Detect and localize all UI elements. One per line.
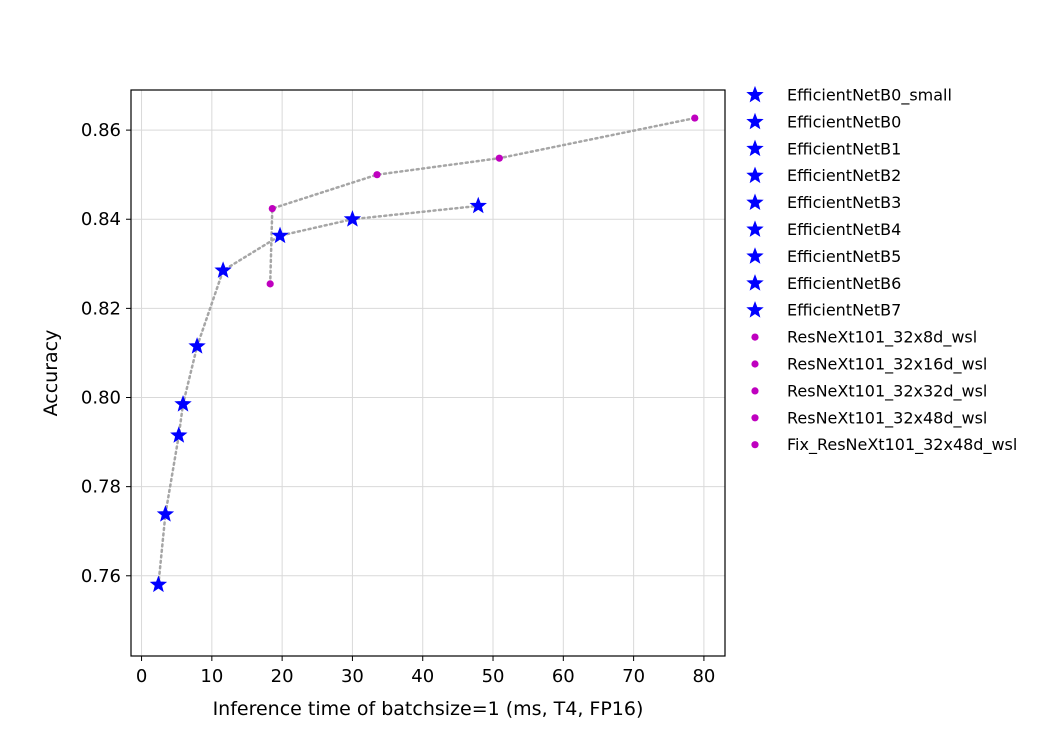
point-efficientnetb1 [170,426,188,443]
point-fix-resnext101-32x48d-wsl [691,114,699,122]
legend-label: Fix_ResNeXt101_32x48d_wsl [787,435,1017,455]
point-efficientnetb5 [271,226,289,244]
x-tick-label: 10 [200,666,223,687]
point-resnext101-32x48d-wsl [495,154,503,162]
point-efficientnetb6 [343,210,362,227]
x-tick-label: 0 [136,666,147,687]
legend-label: EfficientNetB5 [787,247,901,266]
legend-label: EfficientNetB0 [787,112,901,131]
legend-entry-resnext101-32x16d-wsl: ResNeXt101_32x16d_wsl [751,355,987,375]
y-tick-label: 0.78 [81,477,121,498]
legend: EfficientNetB0_small EfficientNetB0 Effici… [746,85,1017,455]
legend-label: ResNeXt101_32x32d_wsl [787,381,987,401]
legend-circle-marker [751,441,759,449]
legend-circle-marker [751,360,759,368]
legend-entry-efficientnetb6: EfficientNetB6 [746,274,901,293]
legend-entry-efficientnetb1: EfficientNetB1 [746,139,901,158]
point-resnext101-32x16d-wsl [268,204,276,213]
connector-line [268,116,697,286]
y-tick-label: 0.84 [81,209,121,230]
legend-entry-efficientnetb7: EfficientNetB7 [746,301,901,320]
point-resnext101-32x8d-wsl [266,280,274,288]
x-tick-label: 60 [552,666,575,687]
legend-star-marker [746,139,764,157]
legend-label: EfficientNetB4 [787,220,901,239]
legend-label: ResNeXt101_32x8d_wsl [787,328,977,348]
x-tick-label: 70 [622,666,645,687]
legend-label: ResNeXt101_32x48d_wsl [787,408,987,428]
point-efficientnetb0 [156,505,175,522]
legend-star-marker [746,112,764,130]
data-points [149,114,699,593]
legend-entry-efficientnetb0-small: EfficientNetB0_small [746,85,952,106]
plot-area-frame [130,89,726,657]
legend-label: EfficientNetB1 [787,139,901,158]
x-tick-label: 20 [271,666,294,687]
connector-lines [157,116,697,586]
legend-entry-resnext101-32x32d-wsl: ResNeXt101_32x32d_wsl [751,381,987,401]
axis-ticks: 0 10 20 30 40 50 60 70 80 0.76 0.78 0.80 0.82 0.84 0.8… [81,120,715,687]
point-efficientnetb3 [188,337,206,354]
legend-label: ResNeXt101_32x16d_wsl [787,355,987,375]
point-efficientnetb4 [214,261,232,278]
legend-circle-marker [751,333,759,341]
x-tick-label: 50 [482,666,505,687]
legend-entry-resnext101-32x8d-wsl: ResNeXt101_32x8d_wsl [751,328,977,348]
y-tick-label: 0.86 [81,120,121,141]
x-tick-label: 30 [341,666,364,687]
legend-entry-efficientnetb2: EfficientNetB2 [746,166,901,185]
legend-star-marker [746,247,764,264]
legend-label: EfficientNetB0_small [787,86,952,106]
legend-entry-resnext101-32x48d-wsl: ResNeXt101_32x48d_wsl [751,408,987,428]
legend-star-marker [746,193,764,210]
x-tick-label: 40 [411,666,434,687]
y-tick-label: 0.82 [81,298,121,319]
x-axis-label: Inference time of batchsize=1 (ms, T4, F… [213,698,644,720]
legend-entry-efficientnetb4: EfficientNetB4 [746,220,901,239]
point-efficientnetb7 [469,196,487,214]
y-axis-label: Accuracy [40,330,62,417]
x-tick-label: 80 [692,666,715,687]
legend-label: EfficientNetB2 [787,166,901,185]
legend-label: EfficientNetB3 [787,193,901,212]
legend-star-marker [746,301,764,318]
legend-entry-efficientnetb3: EfficientNetB3 [746,193,901,212]
legend-circle-marker [751,414,759,422]
legend-circle-marker [751,387,759,395]
legend-star-marker [746,85,764,103]
legend-label: EfficientNetB6 [787,274,901,293]
legend-label: EfficientNetB7 [787,301,901,320]
point-resnext101-32x32d-wsl [373,171,381,179]
legend-entry-fix-resnext101-32x48d-wsl: Fix_ResNeXt101_32x48d_wsl [751,435,1017,455]
y-tick-label: 0.76 [81,566,121,587]
y-tick-label: 0.80 [81,388,121,409]
connector-line [157,204,480,586]
point-efficientnetb0-small [149,575,168,593]
legend-star-marker [746,220,764,237]
legend-entry-efficientnetb0: EfficientNetB0 [746,112,901,131]
legend-star-marker [746,274,764,291]
point-efficientnetb2 [174,395,192,412]
legend-entry-efficientnetb5: EfficientNetB5 [746,247,901,266]
grid [131,90,725,656]
legend-star-marker [746,166,764,184]
